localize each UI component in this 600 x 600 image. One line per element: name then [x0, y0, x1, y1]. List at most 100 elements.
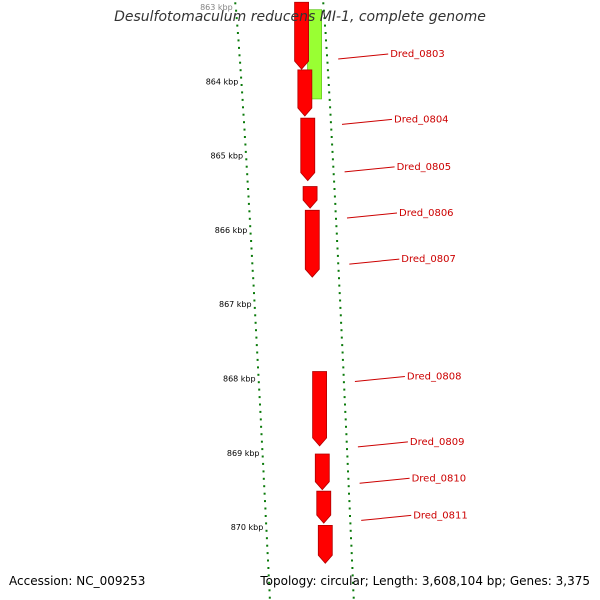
- outer-tick: [342, 381, 345, 384]
- minor-tick: [251, 262, 254, 265]
- outer-tick: [352, 589, 355, 592]
- outer-tick: [340, 321, 343, 324]
- minor-tick: [251, 269, 254, 272]
- outer-tick: [346, 462, 349, 465]
- minor-tick: [257, 373, 260, 376]
- gene-label[interactable]: Dred_0806: [399, 208, 454, 219]
- minor-tick: [246, 173, 249, 176]
- minor-tick: [255, 344, 258, 347]
- minor-tick: [262, 477, 265, 480]
- minor-tick: [247, 202, 250, 205]
- minor-tick: [267, 567, 270, 569]
- gene-label[interactable]: Dred_0811: [413, 510, 468, 521]
- gene-label[interactable]: Dred_0810: [412, 473, 467, 484]
- minor-tick: [256, 358, 259, 361]
- gene-label[interactable]: Dred_0805: [397, 162, 452, 173]
- outer-tick: [348, 507, 351, 510]
- outer-tick: [352, 581, 354, 584]
- minor-tick: [266, 544, 269, 547]
- minor-tick: [254, 321, 257, 324]
- outer-tick: [347, 477, 350, 480]
- outer-tick: [339, 306, 342, 309]
- minor-tick: [256, 351, 259, 354]
- minor-tick: [253, 292, 255, 295]
- minor-tick: [254, 314, 257, 317]
- outer-tick: [338, 277, 340, 280]
- outer-tick: [336, 247, 339, 250]
- minor-tick: [247, 195, 250, 198]
- gene-label-leader: [357, 441, 408, 448]
- outer-tick: [337, 262, 340, 265]
- forward-gene-arrow: [304, 209, 320, 278]
- gene-label-leader: [354, 376, 405, 382]
- minor-tick: [252, 277, 255, 280]
- minor-tick: [265, 529, 268, 532]
- map-title: Desulfotomaculum reducens MI-1, complete…: [114, 9, 486, 25]
- minor-tick: [268, 596, 271, 599]
- minor-tick: [265, 537, 268, 540]
- outer-tick: [347, 485, 350, 488]
- outer-tick: [323, 17, 326, 20]
- outer-tick: [326, 54, 328, 57]
- gene-label[interactable]: Dred_0803: [390, 49, 445, 60]
- minor-tick: [245, 158, 248, 161]
- minor-tick: [248, 210, 251, 213]
- minor-tick: [237, 39, 240, 42]
- accession-text: Accession: NC_009253: [9, 574, 146, 588]
- minor-tick: [263, 485, 266, 488]
- outer-tick: [345, 440, 348, 443]
- minor-tick: [238, 46, 240, 49]
- outer-tick: [349, 529, 352, 532]
- minor-tick: [263, 492, 266, 495]
- minor-tick: [260, 433, 263, 436]
- kbp-labels: 863 kbp 864 kbp 865 kbp 866 kbp 867 kbp 868 k…: [200, 3, 263, 532]
- outer-tick: [325, 39, 327, 42]
- outer-tick: [331, 158, 334, 161]
- minor-tick: [240, 84, 243, 86]
- minor-tick: [243, 128, 246, 131]
- gene-label[interactable]: Dred_0807: [401, 254, 456, 265]
- forward-gene-arrow: [317, 524, 333, 564]
- minor-tick: [243, 121, 245, 124]
- gene-label[interactable]: Dred_0809: [410, 437, 465, 448]
- minor-tick: [239, 61, 242, 64]
- gene-label-leader: [338, 53, 389, 60]
- outer-tick: [329, 121, 332, 124]
- minor-tick: [250, 240, 253, 242]
- minor-tick: [246, 180, 249, 183]
- minor-tick: [255, 329, 257, 332]
- minor-tick: [248, 217, 251, 220]
- gene-label[interactable]: Dred_0808: [407, 372, 462, 383]
- outer-tick: [332, 165, 335, 168]
- kbp-label: 865 kbp: [210, 152, 243, 161]
- outer-tick: [350, 544, 353, 547]
- gene-label[interactable]: Dred_0804: [394, 114, 449, 125]
- minor-tick: [259, 403, 261, 406]
- outer-tick-ring: [322, 2, 355, 599]
- minor-tick: [264, 515, 267, 517]
- outer-tick: [327, 84, 330, 86]
- minor-tick: [244, 143, 247, 146]
- outer-tick: [351, 574, 354, 577]
- minor-tick: [249, 225, 252, 228]
- minor-tick: [245, 165, 248, 168]
- minor-tick: [236, 24, 239, 27]
- outer-tick: [348, 492, 350, 495]
- outer-tick: [335, 225, 338, 228]
- minor-tick: [258, 388, 261, 391]
- outer-tick: [345, 425, 347, 428]
- outer-tick: [336, 240, 339, 242]
- minor-tick: [238, 54, 241, 57]
- outer-tick: [324, 24, 326, 27]
- outer-tick: [335, 232, 338, 235]
- outer-tick: [331, 150, 334, 153]
- gene-label-leader: [359, 477, 410, 484]
- forward-gene-arrow: [314, 453, 330, 491]
- gene-label-leader: [361, 514, 412, 521]
- gene-label-leader: [346, 212, 398, 219]
- forward-strand-genes: [294, 1, 333, 564]
- outer-tick: [322, 2, 325, 5]
- outer-tick: [350, 552, 353, 555]
- outer-tick: [331, 143, 334, 146]
